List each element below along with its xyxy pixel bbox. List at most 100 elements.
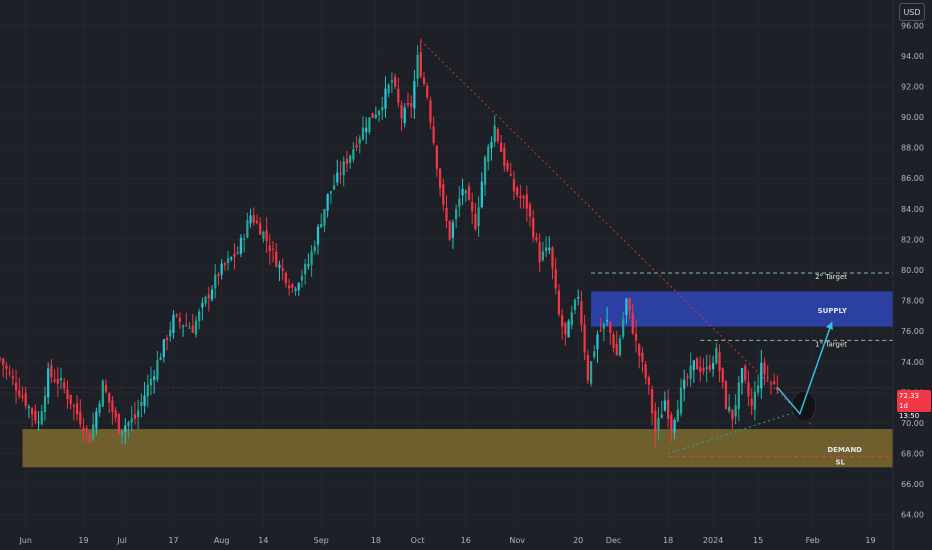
candle-body	[268, 245, 271, 252]
y-tick-label: 78.00	[901, 297, 924, 306]
supply-label: SUPPLY	[818, 307, 848, 315]
candle-body	[471, 201, 474, 212]
candle-body	[59, 377, 63, 381]
candle-body	[406, 103, 410, 105]
candle-body	[438, 168, 442, 189]
candle-body	[281, 268, 284, 271]
candle-body	[442, 184, 445, 205]
candle-body	[156, 360, 159, 380]
candle-body	[124, 425, 127, 432]
y-tick-label: 76.00	[901, 327, 924, 336]
x-tick-label: 2024	[703, 536, 723, 545]
x-tick-label: Jun	[18, 536, 32, 545]
candle-body	[708, 364, 712, 370]
last-price-value: 72.33	[899, 392, 920, 400]
candle-body	[326, 193, 329, 211]
candle-body	[663, 400, 667, 411]
candle-body	[43, 395, 47, 412]
candle-body	[660, 414, 663, 419]
candle-body	[339, 173, 342, 175]
candle-body	[410, 103, 413, 107]
candle-body	[451, 222, 455, 239]
x-tick-label: 19	[865, 536, 875, 545]
candle-body	[776, 387, 779, 391]
candle-body	[294, 288, 297, 292]
candle-body	[750, 398, 753, 407]
candle-body	[455, 209, 458, 220]
candle-body	[477, 207, 480, 226]
candle-body	[271, 248, 275, 250]
candle-body	[85, 428, 88, 431]
candle-body	[358, 138, 361, 144]
currency-button[interactable]: USD	[899, 3, 925, 21]
candle-body	[21, 395, 24, 398]
candle-body	[683, 379, 686, 389]
candle-body	[467, 186, 471, 200]
candle-body	[554, 269, 557, 289]
x-tick-label: Aug	[214, 536, 230, 545]
candle-body	[599, 330, 602, 332]
candle-body	[175, 314, 178, 316]
candle-body	[503, 147, 506, 167]
candle-body	[499, 143, 503, 152]
supply-zone	[591, 291, 893, 327]
candle-body	[612, 334, 615, 348]
candle-body	[374, 115, 377, 118]
candle-body	[625, 298, 628, 316]
x-tick-label: 18	[371, 536, 381, 545]
candle-body	[593, 351, 596, 358]
candle-body	[56, 379, 59, 384]
candle-body	[760, 362, 763, 389]
candle-body	[92, 424, 95, 440]
candle-body	[172, 314, 175, 333]
candle-body	[634, 333, 638, 341]
candle-body	[567, 320, 570, 338]
candle-body	[445, 207, 448, 221]
candle-body	[654, 410, 657, 434]
candle-body	[692, 360, 695, 370]
candle-body	[329, 191, 332, 194]
candle-body	[715, 347, 718, 364]
y-tick-label: 94.00	[901, 52, 924, 61]
candle-body	[618, 338, 622, 356]
candle-body	[724, 381, 728, 409]
plot-area[interactable]	[0, 0, 893, 550]
candle-body	[259, 223, 262, 235]
candle-body	[718, 352, 721, 371]
candle-body	[740, 368, 744, 383]
zones	[22, 291, 894, 468]
candle-body	[140, 401, 143, 406]
annotation-lines	[0, 40, 893, 458]
candle-body	[0, 358, 2, 360]
candle-body	[220, 263, 223, 275]
candle-body	[352, 149, 355, 160]
last-price-tag: 72.33 1d 13:50	[897, 390, 931, 420]
candle-body	[602, 323, 606, 329]
candle-body	[657, 418, 660, 431]
y-tick-label: 64.00	[901, 511, 924, 520]
candle-body	[297, 283, 300, 291]
candle-body	[88, 434, 92, 443]
candle-body	[384, 88, 387, 109]
price-axis[interactable]: 96.00 94.00 92.00 90.00 88.00 86.00 84.00 82.00…	[901, 21, 924, 519]
candle-body	[146, 384, 149, 397]
x-tick-label: Oct	[411, 536, 425, 545]
candle-body	[744, 365, 747, 381]
candle-body	[496, 129, 500, 142]
y-tick-label: 82.00	[901, 235, 924, 244]
candle-body	[27, 406, 31, 408]
candle-body	[120, 430, 124, 437]
time-axis[interactable]: Jun 19 Jul 17 Aug 14 Sep 18 Oct 16 Nov 20 Dec 18 2024 1…	[18, 536, 875, 545]
candle-body	[458, 198, 461, 207]
candles	[0, 38, 779, 447]
zone-labels: SUPPLY DEMAND 1° Target 2° Target SL	[815, 273, 862, 467]
candle-body	[24, 393, 27, 406]
candle-body	[79, 411, 82, 425]
candle-body	[419, 52, 422, 77]
candle-body	[133, 414, 137, 419]
candle-body	[413, 81, 416, 109]
candle-body	[544, 247, 548, 252]
candle-body	[583, 324, 586, 353]
candle-body	[98, 403, 101, 413]
